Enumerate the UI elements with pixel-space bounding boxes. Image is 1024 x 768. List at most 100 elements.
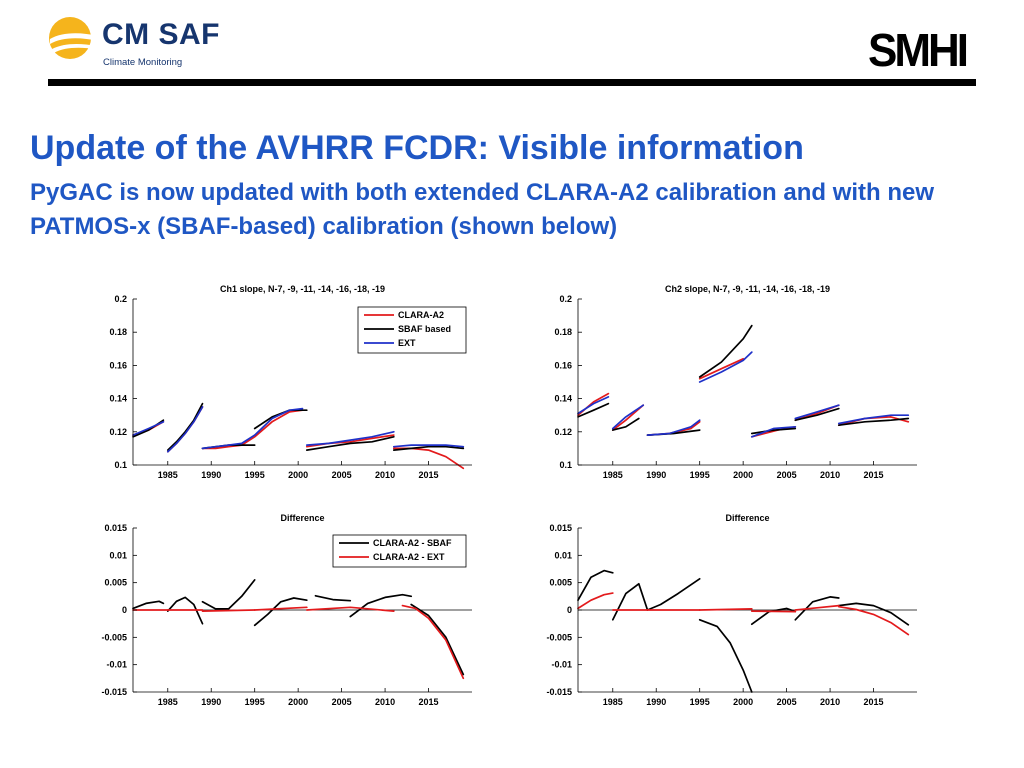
slide-subtitle: PyGAC is now updated with both extended … [30, 179, 935, 240]
legend-box [332, 534, 467, 568]
x-tick-label: 1995 [690, 470, 710, 480]
chart-legend: CLARA-A2 SBAF based EXT [357, 306, 467, 354]
chart-legend: CLARA-A2 - SBAF CLARA-A2 - EXT [332, 534, 467, 568]
y-tick-label: 0 [122, 605, 127, 615]
series-sbaf-based-segment [577, 402, 610, 418]
series-sbaf-based-segment [794, 407, 840, 422]
x-tick-label: 1985 [158, 697, 178, 707]
x-tick-label: 2005 [777, 470, 797, 480]
chart-ch2-slope: Ch2 slope, N-7, -9, -11, -14, -16, -18, … [554, 284, 917, 480]
x-tick-label: 1995 [690, 697, 710, 707]
series-clara-a2-ext-segment [794, 604, 840, 611]
y-tick-label: 0.14 [109, 394, 127, 404]
chart-title: Difference [725, 513, 769, 523]
legend-label: CLARA-A2 [398, 310, 444, 320]
y-tick-label: 0.18 [109, 327, 127, 337]
series-ext-segment [698, 351, 753, 383]
series-sbaf-based-segment [305, 435, 395, 451]
x-tick-label: 1985 [158, 470, 178, 480]
y-tick-label: 0.2 [114, 294, 127, 304]
y-tick-label: -0.01 [106, 660, 127, 670]
chart-difference-ch1: Difference 1985 1990 1995 2000 2005 2010 2015 -0… [101, 513, 472, 707]
y-tick-label: 0.1 [114, 460, 127, 470]
y-tick-label: 0.14 [554, 394, 572, 404]
x-tick-label: 2010 [820, 470, 840, 480]
series-clara-a2-ext-segment [837, 605, 910, 636]
series-ext-segment [611, 404, 645, 430]
series-ext-segment [577, 396, 610, 415]
series-clara-a2-sbaf-segment [698, 618, 753, 693]
series-sbaf-based-segment [166, 402, 204, 451]
series-sbaf-based-segment [837, 417, 910, 427]
x-tick-label: 1990 [646, 470, 666, 480]
series-ext-segment [201, 407, 304, 450]
smhi-logo: SMHI [868, 24, 969, 77]
x-tick-label: 1995 [245, 470, 265, 480]
x-tick-label: 2005 [332, 470, 352, 480]
chart-ch1-slope: Ch1 slope, N-7, -9, -11, -14, -16, -18, … [109, 284, 472, 480]
legend-label: EXT [398, 338, 416, 348]
series-clara-a2-sbaf-segment [837, 602, 910, 626]
series-ext-segment [646, 419, 701, 436]
series-clara-a2-sbaf-segment [410, 603, 465, 676]
series-clara-a2-sbaf-segment [611, 582, 649, 621]
header-rule [48, 79, 976, 86]
series-sbaf-based-segment [611, 417, 640, 431]
x-tick-label: 2010 [375, 470, 395, 480]
series-ext-segment [794, 404, 840, 420]
legend-label: CLARA-A2 - SBAF [373, 538, 452, 548]
y-tick-label: 0.015 [549, 523, 572, 533]
x-tick-label: 2005 [332, 697, 352, 707]
y-tick-label: -0.005 [101, 632, 127, 642]
series-clara-a2-ext-segment [305, 606, 395, 612]
series-clara-a2-sbaf-segment [794, 596, 840, 621]
y-tick-label: -0.005 [546, 632, 572, 642]
x-tick-label: 2000 [288, 697, 308, 707]
series-clara-a2-sbaf-segment [314, 594, 352, 602]
x-tick-label: 2005 [777, 697, 797, 707]
x-tick-label: 1995 [245, 697, 265, 707]
series-ext-segment [305, 430, 395, 446]
series-ext-segment [166, 406, 204, 453]
y-tick-label: -0.01 [551, 660, 572, 670]
series-clara-a2-sbaf-segment [132, 600, 165, 610]
slide-title: Update of the AVHRR FCDR: Visible inform… [30, 129, 804, 167]
series-clara-a2-sbaf-segment [166, 596, 204, 625]
series-clara-a2-ext-segment [577, 592, 614, 610]
series-clara-a2-sbaf-segment [750, 607, 797, 626]
legend-label: SBAF based [398, 324, 451, 334]
x-tick-label: 1985 [603, 697, 623, 707]
x-tick-label: 2000 [733, 470, 753, 480]
y-tick-label: 0.1 [559, 460, 572, 470]
x-tick-label: 1990 [201, 470, 221, 480]
y-tick-label: -0.015 [101, 687, 127, 697]
series-clara-a2-sbaf-segment [646, 577, 701, 611]
x-tick-label: 2015 [419, 697, 439, 707]
cmsaf-logo: CM SAF Climate Monitoring [46, 14, 246, 72]
series-clara-a2-ext-segment [253, 606, 308, 611]
series-clara-a2-segment [201, 409, 304, 450]
y-tick-label: 0.12 [109, 427, 127, 437]
x-tick-label: 2000 [733, 697, 753, 707]
x-tick-label: 2015 [864, 697, 884, 707]
y-tick-label: 0.01 [554, 550, 572, 560]
series-clara-a2-sbaf-segment [201, 579, 256, 610]
series-ext-segment [132, 420, 165, 436]
y-tick-label: 0 [567, 605, 572, 615]
series-clara-a2-ext-segment [401, 604, 465, 680]
series-clara-a2-ext-segment [201, 609, 256, 612]
series-clara-a2-segment [611, 404, 645, 431]
series-sbaf-based-segment [392, 445, 465, 451]
series-ext-segment [837, 414, 910, 425]
y-tick-label: 0.16 [554, 360, 572, 370]
series-ext-segment [392, 444, 465, 448]
chart-title: Ch2 slope, N-7, -9, -11, -14, -16, -18, … [665, 284, 830, 294]
x-tick-label: 2015 [419, 470, 439, 480]
series-clara-a2-ext-segment [698, 608, 753, 611]
series-clara-a2-sbaf-segment [253, 597, 308, 627]
series-clara-a2-segment [698, 357, 745, 380]
series-sbaf-based-segment [698, 324, 753, 378]
series-clara-a2-ext-segment [750, 610, 797, 613]
x-tick-label: 2010 [820, 697, 840, 707]
chart-title: Difference [280, 513, 324, 523]
